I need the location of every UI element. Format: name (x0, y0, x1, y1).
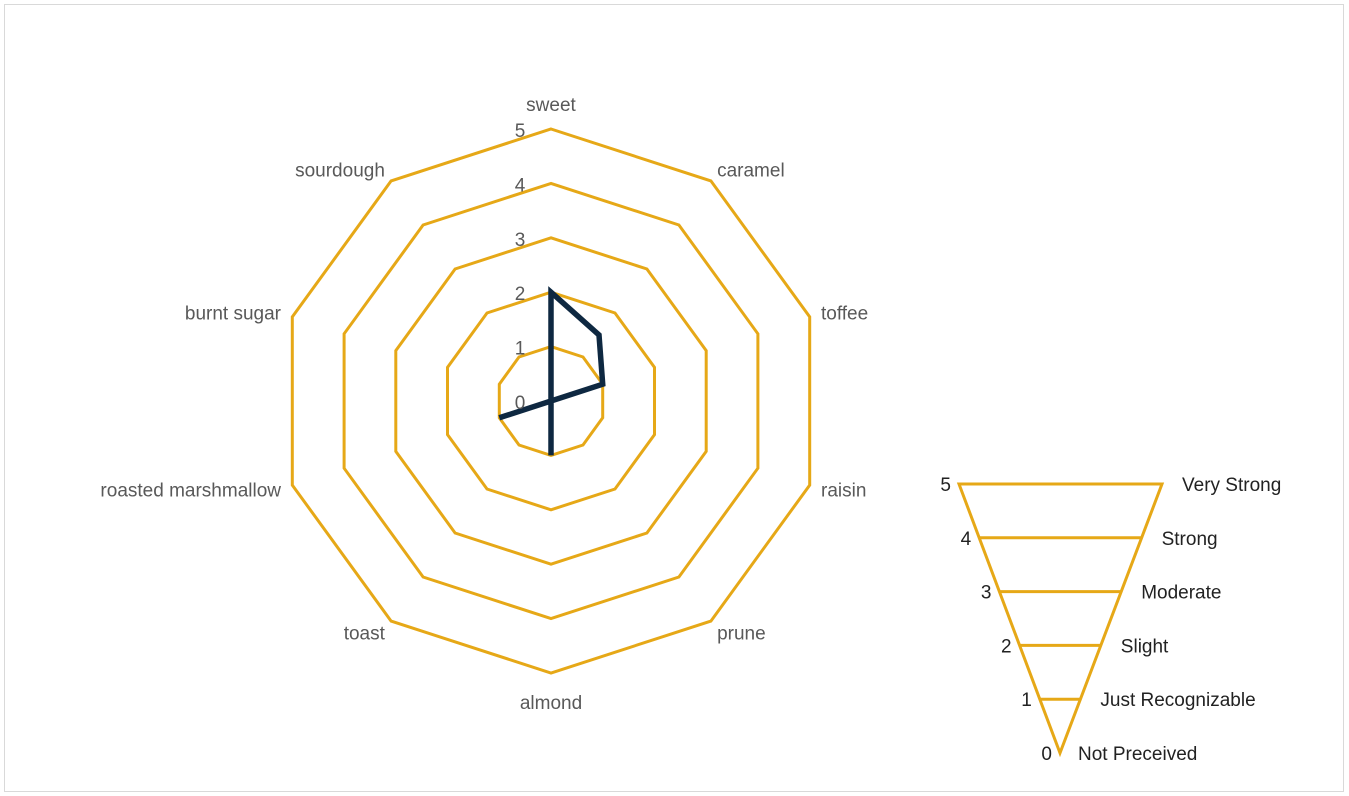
radar-ring-3 (394, 236, 708, 566)
radar-tick-label: 5 (515, 121, 526, 142)
radar-series-line-0 (498, 286, 606, 456)
radar-category-label: prune (717, 623, 766, 644)
radar-series (498, 286, 606, 456)
radar-grid (290, 127, 812, 675)
radar-category-label: toffee (821, 304, 868, 325)
intensity-scale-legend: 5 Very Strong 4 Strong 3 Moderate 2 Slight 1 Just… (940, 475, 1281, 765)
radar-category-label: toast (344, 623, 386, 644)
radar-ring-4 (342, 181, 760, 621)
funnel-level-label: Moderate (1141, 583, 1221, 604)
chart-frame (4, 4, 1344, 792)
radar-category-label: sweet (526, 95, 576, 116)
radar-tick-label: 2 (515, 284, 526, 305)
funnel-level-value: 4 (961, 529, 972, 550)
radar-category-label: raisin (821, 480, 866, 501)
funnel-level-label: Strong (1162, 529, 1218, 550)
radar-category-label: caramel (717, 161, 785, 182)
radar-category-label: almond (520, 693, 582, 714)
radar-category-label: burnt sugar (185, 304, 282, 325)
funnel-level-value: 5 (940, 475, 951, 496)
funnel-level-value: 1 (1021, 690, 1032, 711)
funnel-level-label: Very Strong (1182, 475, 1281, 496)
radar-tick-label: 4 (515, 175, 526, 196)
radar-ring-2 (446, 290, 656, 512)
radar-tick-label: 3 (515, 230, 526, 251)
radar-tick-label: 0 (515, 393, 526, 414)
radar-category-label: sourdough (295, 161, 385, 182)
funnel-level-label: Just Recognizable (1100, 690, 1255, 711)
radar-category-label: roasted marshmallow (100, 480, 281, 501)
funnel-level-label: Slight (1121, 636, 1169, 657)
funnel-outline (956, 482, 1165, 758)
radar-tick-labels: 0 1 2 3 4 5 (515, 121, 526, 414)
funnel-level-value: 3 (981, 583, 992, 604)
funnel-level-value: 0 (1041, 744, 1052, 765)
radar-category-labels: sweet caramel toffee raisin prune almond toast… (100, 95, 868, 714)
radar-ring-5 (290, 127, 812, 675)
funnel-level-label: Not Preceived (1078, 744, 1197, 765)
radar-tick-label: 1 (515, 339, 526, 360)
funnel-level-value: 2 (1001, 636, 1012, 657)
